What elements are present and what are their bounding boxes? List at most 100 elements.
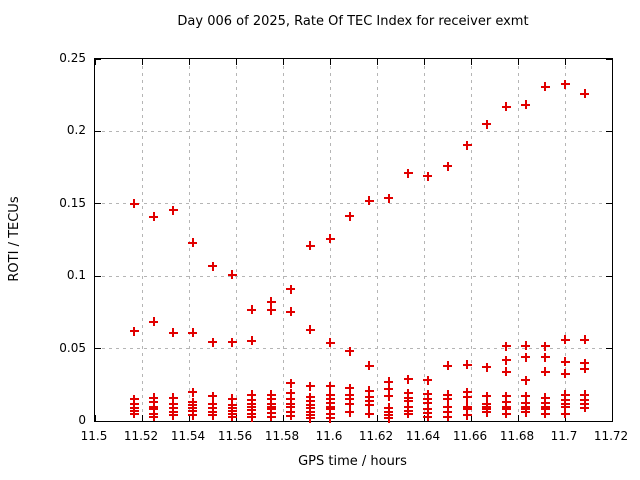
data-point-marker — [521, 391, 531, 401]
y-tick-label: 0.05 — [59, 340, 86, 355]
data-point-marker — [384, 193, 394, 203]
data-point-marker — [286, 388, 296, 398]
x-axis-tick-mirror — [235, 59, 237, 65]
data-point-marker — [325, 381, 335, 391]
x-tick-label: 11.58 — [264, 429, 300, 443]
data-point-marker — [305, 381, 315, 391]
data-point-marker — [443, 361, 452, 371]
data-point-marker — [188, 387, 198, 397]
data-point-marker — [443, 161, 452, 171]
data-point-marker — [364, 386, 374, 396]
x-tick-label: 11.68 — [499, 429, 535, 443]
y-axis-tick — [95, 420, 101, 422]
data-point-marker — [266, 297, 276, 307]
y-axis-tick — [95, 203, 101, 205]
x-axis-tick-mirror — [282, 59, 284, 65]
data-point-marker — [403, 409, 413, 419]
data-point-marker — [286, 378, 296, 388]
x-tick-label: 11.72 — [593, 429, 629, 443]
data-point-marker — [462, 410, 472, 420]
data-point-marker — [129, 199, 139, 209]
data-point-marker — [501, 391, 511, 401]
data-point-marker — [247, 390, 257, 400]
data-point-marker — [345, 211, 354, 221]
data-point-marker — [560, 402, 570, 412]
y-axis-tick — [95, 348, 101, 350]
data-point-marker — [208, 391, 217, 401]
data-point-marker — [305, 325, 315, 335]
data-point-marker — [462, 140, 472, 150]
x-axis-tick-mirror — [376, 59, 378, 65]
data-point-marker — [384, 384, 394, 394]
data-point-marker — [384, 391, 394, 401]
data-point-marker — [305, 413, 315, 423]
x-axis-tick — [517, 415, 519, 421]
data-point-marker — [482, 119, 492, 129]
data-point-marker — [482, 362, 492, 372]
data-point-marker — [247, 305, 257, 314]
x-tick-label: 11.66 — [452, 429, 488, 443]
data-point-marker — [305, 241, 315, 251]
data-point-marker — [247, 412, 257, 422]
y-tick-label: 0 — [78, 413, 86, 427]
data-point-marker — [580, 364, 589, 374]
y-tick-label: 0.1 — [66, 268, 86, 283]
data-point-marker — [364, 409, 374, 419]
data-point-marker — [501, 367, 511, 377]
data-point-marker — [540, 409, 550, 419]
data-point-marker — [208, 261, 217, 271]
data-point-marker — [403, 168, 413, 178]
data-point-marker — [423, 412, 433, 422]
x-axis-tick — [470, 415, 472, 421]
data-point-marker — [462, 392, 472, 402]
x-tick-label: 11.56 — [217, 429, 253, 443]
data-point-marker — [364, 361, 374, 371]
data-point-marker — [560, 369, 570, 379]
data-point-marker — [540, 393, 550, 403]
data-point-marker — [501, 102, 511, 112]
data-point-marker — [540, 82, 550, 91]
data-point-marker — [560, 409, 570, 419]
data-point-marker — [208, 337, 217, 347]
x-axis-tick — [376, 415, 378, 421]
x-axis-tick — [282, 415, 284, 421]
gridline-horizontal — [95, 275, 612, 277]
data-point-marker — [462, 387, 472, 397]
data-point-marker — [462, 404, 472, 414]
data-point-marker — [501, 409, 511, 419]
gridline-vertical — [235, 59, 237, 421]
data-point-marker — [443, 402, 452, 412]
data-point-marker — [443, 412, 452, 422]
gridline-vertical — [423, 59, 425, 421]
data-point-marker — [188, 328, 198, 338]
data-point-marker — [266, 305, 276, 315]
data-point-marker — [540, 367, 550, 377]
data-point-marker — [266, 412, 276, 422]
x-axis-tick-mirror — [329, 59, 331, 65]
data-point-marker — [384, 377, 394, 387]
data-point-marker — [129, 409, 139, 419]
data-point-marker — [168, 410, 178, 420]
y-axis-tick — [95, 58, 101, 60]
x-axis-tick — [188, 415, 190, 421]
data-point-marker — [580, 358, 589, 368]
data-point-marker — [227, 394, 237, 404]
data-point-marker — [286, 411, 296, 421]
data-point-marker — [227, 337, 237, 347]
data-point-marker — [403, 374, 413, 384]
x-axis-tick-mirror — [188, 59, 190, 65]
gridline-vertical — [188, 59, 190, 421]
data-point-marker — [188, 410, 198, 420]
y-axis-tick — [95, 130, 101, 132]
x-tick-label: 11.54 — [170, 429, 206, 443]
data-point-marker — [462, 360, 472, 370]
data-point-marker — [560, 335, 570, 345]
data-point-marker — [501, 341, 511, 351]
data-point-marker — [560, 357, 570, 367]
y-axis-tick-mirror — [606, 420, 612, 422]
x-tick-label: 11.64 — [405, 429, 441, 443]
y-tick-label: 0.25 — [59, 51, 86, 65]
x-tick-label: 11.62 — [358, 429, 394, 443]
y-axis-tick-mirror — [606, 58, 612, 60]
x-axis-tick — [611, 415, 613, 421]
